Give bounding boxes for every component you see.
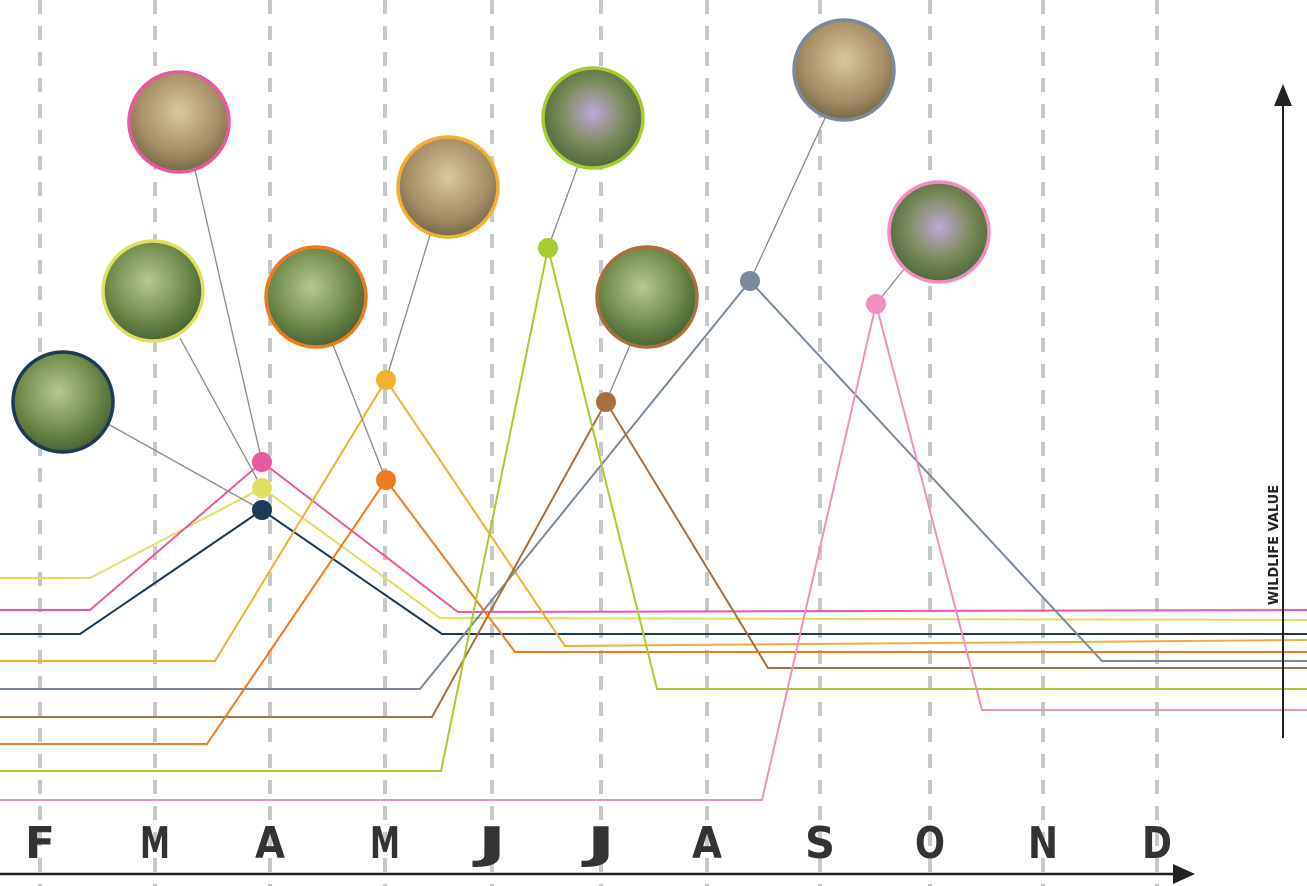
month-label: A — [692, 818, 722, 869]
month-label: J — [581, 818, 616, 869]
axis-label: WILDLIFE VALUE — [1267, 485, 1282, 605]
month-label: M — [370, 818, 400, 869]
month-label: D — [1142, 818, 1172, 869]
month-label: M — [140, 818, 170, 869]
diagram: WILDLIFE VALUE F M A M J J A S O N D — [0, 0, 1307, 886]
month-label: O — [915, 818, 945, 869]
month-label: F — [25, 818, 55, 869]
month-label: A — [255, 818, 285, 869]
axes: WILDLIFE VALUE — [0, 84, 1292, 884]
month-label: S — [805, 818, 835, 869]
plant-photos — [13, 20, 989, 452]
month-label: J — [472, 818, 507, 869]
month-label: N — [1028, 818, 1058, 869]
